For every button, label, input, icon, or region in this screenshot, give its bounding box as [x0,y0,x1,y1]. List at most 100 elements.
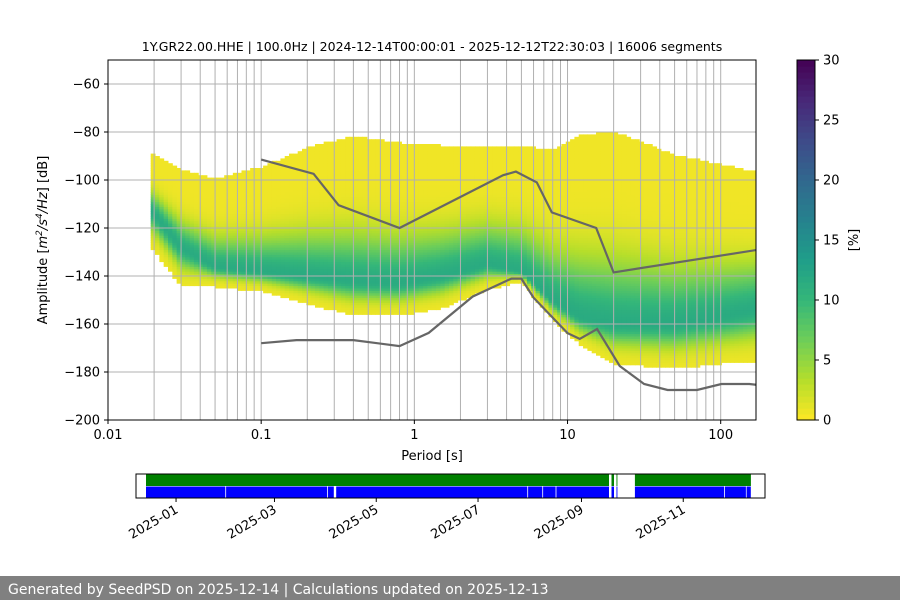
heatmap-cell [366,297,372,301]
heatmap-cell [423,247,428,251]
heatmap-cell [384,295,389,299]
heatmap-cell [500,177,506,181]
heatmap-cell [215,232,221,236]
heatmap-cell [358,187,364,191]
heatmap-cell [462,242,467,246]
heatmap-cell [302,297,307,301]
heatmap-cell [314,175,320,179]
heatmap-cell [314,271,320,275]
heatmap-cell [314,199,320,203]
heatmap-cell [392,302,398,306]
heatmap-cell [336,232,342,236]
heatmap-cell [219,206,225,210]
heatmap-cell [384,182,389,186]
heatmap-cell [462,249,467,253]
heatmap-cell [414,189,420,193]
heatmap-cell [470,290,476,294]
heatmap-cell [185,249,191,253]
heatmap-cell [431,235,437,239]
heatmap-cell [453,148,459,152]
heatmap-cell [232,266,238,270]
heatmap-cell [250,254,255,258]
heatmap-cell [410,144,415,147]
heatmap-cell [276,278,281,282]
heatmap-cell [327,271,333,275]
heatmap-cell [371,177,377,181]
heatmap-cell [487,211,493,215]
heatmap-cell [384,146,389,150]
heatmap-cell [362,208,368,212]
heatmap-cell [302,276,307,279]
heatmap-cell [202,182,208,186]
heatmap-cell [483,268,489,272]
heatmap-cell [219,187,225,191]
heatmap-cell [211,232,217,236]
heatmap-cell [193,232,199,236]
heatmap-cell [449,208,454,212]
heatmap-cell [449,165,454,169]
heatmap-cell [444,153,450,157]
heatmap-cell [358,158,364,162]
heatmap-cell [284,252,290,255]
heatmap-cell [150,196,156,200]
heatmap-cell [500,271,506,275]
heatmap-cell [219,278,225,282]
heatmap-cell [340,194,346,198]
heatmap-cell [211,247,217,251]
heatmap-cell [440,194,446,198]
heatmap-cell [371,196,377,200]
heatmap-cell [319,175,325,179]
heatmap-cell [349,254,355,258]
heatmap-cell [401,204,407,207]
heatmap-cell [306,256,312,260]
heatmap-cell [263,218,268,222]
heatmap-cell [323,230,329,234]
heatmap-cell [237,273,242,277]
heatmap-cell [159,232,165,236]
heatmap-cell [500,160,506,164]
heatmap-cell [202,280,208,284]
heatmap-cell [410,160,415,164]
heatmap-cell [375,206,381,210]
heatmap-cell [327,216,333,219]
heatmap-cell [245,268,251,272]
heatmap-cell [323,252,329,255]
heatmap-cell [297,256,303,260]
heatmap-cell [410,230,415,234]
heatmap-cell [336,285,342,289]
heatmap-cell [302,247,307,251]
heatmap-cell [453,151,459,155]
heatmap-cell [206,230,212,234]
heatmap-cell [232,216,238,219]
heatmap-cell [418,304,424,308]
heatmap-cell [172,187,178,191]
heatmap-cell [228,223,234,227]
heatmap-cell [366,189,372,193]
heatmap-cell [470,292,476,296]
heatmap-cell [289,264,294,267]
heatmap-cell [384,297,389,301]
heatmap-cell [449,206,454,210]
heatmap-cell [293,285,299,289]
heatmap-cell [392,189,398,193]
heatmap-cell [371,276,377,279]
heatmap-cell [362,283,368,287]
heatmap-cell [427,249,433,253]
heatmap-cell [410,177,415,181]
heatmap-cell [462,232,467,236]
heatmap-cell [474,225,480,229]
heatmap-cell [479,278,485,282]
heatmap-cell [327,278,333,282]
heatmap-cell [345,225,351,229]
heatmap-cell [163,237,169,241]
heatmap-cell [423,182,428,186]
heatmap-cell [167,168,173,171]
heatmap-cell [241,264,247,267]
heatmap-cell [314,206,320,210]
heatmap-cell [293,180,299,183]
heatmap-cell [423,220,428,224]
heatmap-cell [496,268,502,272]
heatmap-cell [371,146,377,150]
heatmap-cell [431,283,437,287]
heatmap-cell [366,304,372,308]
